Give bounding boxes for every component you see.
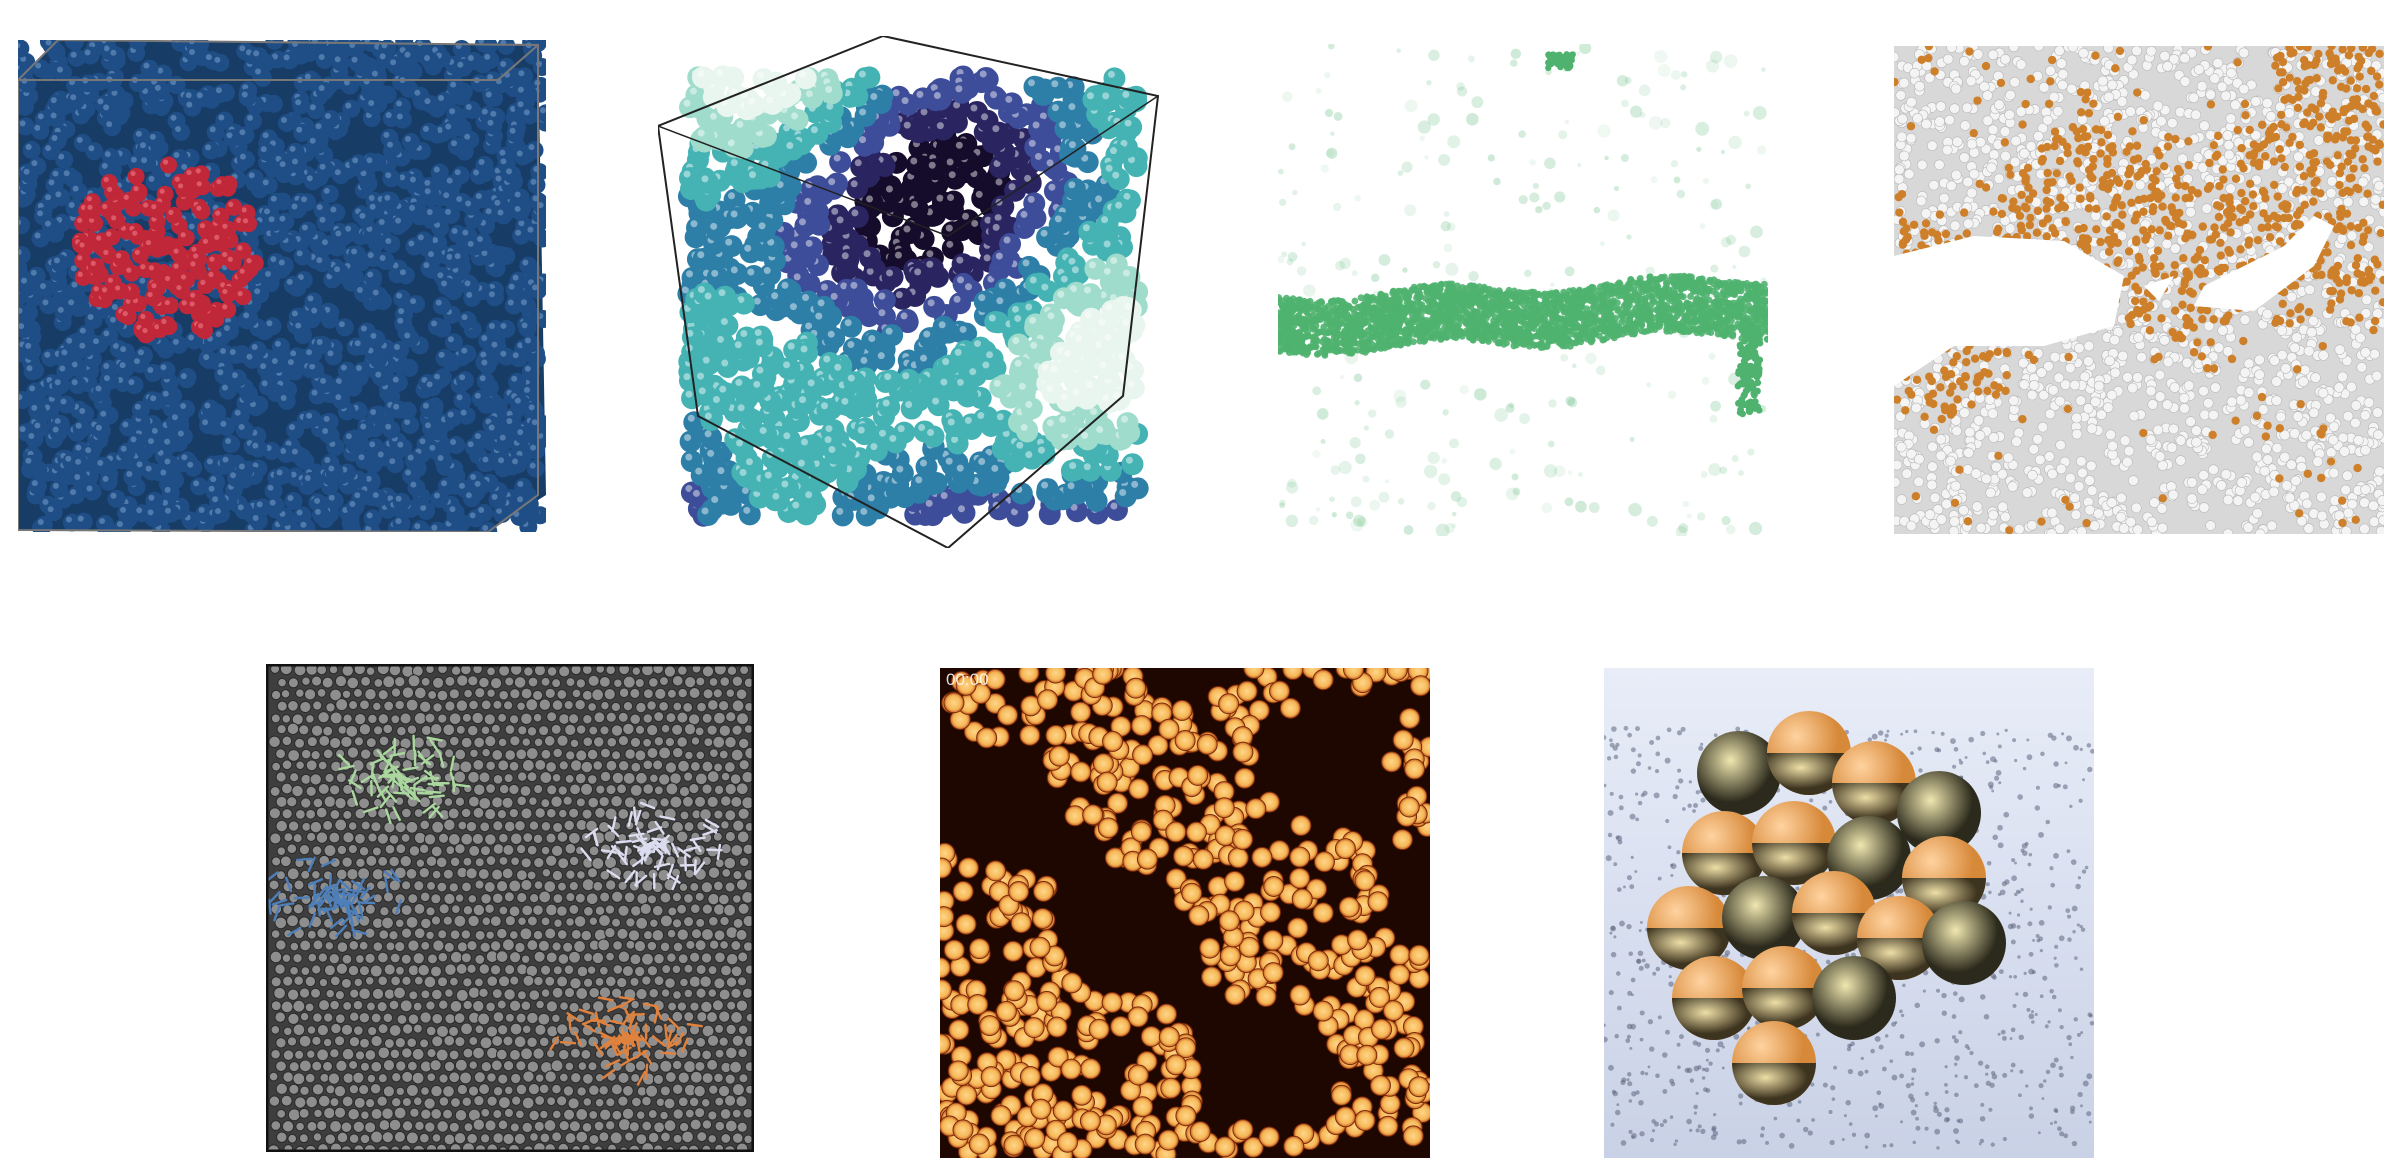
crystal-nucleus-cube — [18, 40, 546, 532]
gray-disk-packing-with-vector-fields — [266, 664, 754, 1152]
rendered-janus-spheres — [1604, 668, 2094, 1158]
fluorescent-colloid-micrograph: 00:00 — [940, 668, 1430, 1158]
green-band-slab — [1278, 44, 1768, 536]
timestamp-label: 00:00 — [946, 670, 989, 689]
colored-cluster-cube — [658, 36, 1160, 548]
orange-fracture-slab — [1894, 46, 2384, 534]
